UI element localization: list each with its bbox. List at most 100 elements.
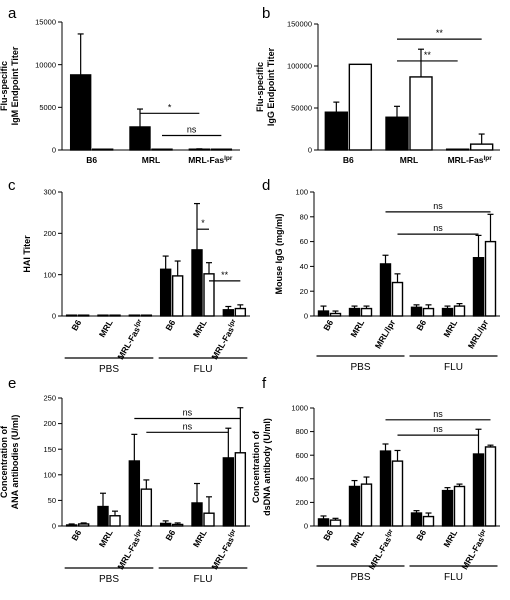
x-tick-label: MRL: [400, 155, 418, 165]
x-tick-label: B6: [69, 528, 83, 543]
y-tick-label: 80: [300, 212, 308, 221]
x-tick-label: MRL-Faslpr: [448, 155, 493, 166]
x-tick-label: MRL-Faslpr: [209, 317, 240, 361]
y-tick-label: 800: [295, 427, 308, 436]
x-tick-label-text: MRL: [97, 528, 115, 549]
y-tick-label: 20: [300, 287, 308, 296]
bar: [317, 518, 330, 527]
x-tick-label-text: MRL-Fas: [209, 325, 236, 361]
x-tick-label-text: B6: [414, 318, 428, 333]
panel-label: e: [8, 375, 16, 392]
panel-label: c: [8, 177, 16, 194]
y-tick-label: 0: [304, 522, 308, 531]
group-label: FLU: [444, 362, 463, 373]
bar: [140, 488, 153, 527]
y-tick-label: 100: [43, 470, 56, 479]
y-tick-label: 50000: [291, 104, 312, 113]
y-axis-label: Concentration of: [251, 430, 261, 503]
bar: [97, 505, 109, 527]
bar: [234, 452, 247, 527]
bar: [69, 74, 92, 151]
bar: [191, 502, 203, 527]
x-tick-label-text: B6: [321, 528, 335, 543]
x-tick-label-text: MRL: [400, 155, 418, 165]
group-label: PBS: [99, 574, 119, 585]
y-axis-label: ANA antibodies (U/ml): [10, 415, 20, 510]
x-tick-label-superscript: lpr: [477, 527, 487, 538]
significance-label: **: [436, 28, 444, 38]
significance-label: **: [221, 270, 229, 280]
significance-label: ns: [183, 421, 193, 431]
x-tick-label: MRL: [348, 318, 366, 339]
significance-label: **: [424, 50, 432, 60]
significance-label: ns: [433, 424, 443, 434]
x-tick-label: MRL-Faslpr: [188, 155, 233, 166]
group-label: PBS: [99, 364, 119, 375]
bar: [171, 275, 184, 317]
bar: [329, 312, 342, 317]
bar: [409, 76, 433, 151]
x-tick-label-superscript: lpr: [227, 527, 237, 538]
y-tick-label: 250: [43, 394, 56, 403]
bar: [453, 485, 466, 527]
x-tick-label: B6: [163, 528, 177, 543]
y-tick-label: 15000: [35, 18, 56, 27]
significance-label: *: [168, 102, 172, 112]
x-tick-label-text: MRL: [348, 318, 366, 339]
bar: [391, 460, 404, 527]
significance-label: ns: [433, 409, 443, 419]
x-tick-label: MRL/lpr: [466, 317, 491, 350]
bar: [128, 460, 141, 527]
y-tick-label: 10000: [35, 60, 56, 69]
bar: [360, 483, 373, 527]
chart-panel-d: d Mouse IgG (mg/ml) 0 20 40 60 80 100 B6 MRL MRL/l…: [262, 177, 500, 373]
x-tick-label: MRL: [191, 318, 209, 339]
x-tick-label: B6: [414, 318, 428, 333]
y-tick-label: 0: [52, 146, 56, 155]
x-tick-label-text: MRL: [191, 318, 209, 339]
y-tick-label: 100000: [287, 62, 312, 71]
bar: [422, 307, 435, 317]
y-tick-label: 0: [304, 312, 308, 321]
bar: [329, 519, 342, 527]
y-tick-label: 150000: [287, 20, 312, 29]
bar: [410, 306, 423, 317]
x-tick-label: B6: [414, 528, 428, 543]
chart-panel-a: a Flu-specific IgM Endpoint Titer 0 5000 1000…: [0, 5, 240, 165]
x-tick-label: B6: [86, 155, 97, 165]
x-tick-label-text: B6: [69, 528, 83, 543]
y-tick-label: 100: [43, 270, 56, 279]
bar: [222, 309, 235, 317]
bar: [324, 111, 349, 151]
chart-panel-b: b Flu-specific IgG Endpoint Titer 0 50000 100…: [255, 5, 500, 165]
bar: [453, 305, 466, 317]
panel-label: d: [262, 177, 270, 194]
bar: [97, 314, 109, 317]
x-tick-label: MRL: [441, 318, 459, 339]
x-tick-label-superscript: lpr: [227, 317, 237, 328]
y-tick-label: 200: [295, 498, 308, 507]
x-tick-label-text: B6: [321, 318, 335, 333]
significance-label: *: [201, 218, 205, 228]
x-tick-label: MRL: [97, 318, 115, 339]
bar: [77, 314, 90, 317]
x-tick-label: MRL: [97, 528, 115, 549]
x-tick-label-text: MRL: [441, 528, 459, 549]
bar: [203, 273, 215, 317]
x-tick-label-text: B6: [163, 318, 177, 333]
x-tick-label-superscript: lpr: [483, 155, 492, 162]
panel-label: a: [8, 5, 17, 22]
bar: [445, 148, 470, 151]
bar: [472, 257, 485, 317]
y-axis-label: dsDNA antibody (U/ml): [262, 418, 272, 516]
x-tick-label: MRL/lpr: [373, 317, 398, 350]
x-tick-label-text: MRL-Fas: [209, 535, 236, 571]
y-axis-label: Flu-specific: [255, 62, 265, 112]
x-tick-label: MRL-Faslpr: [459, 527, 490, 571]
bar: [317, 310, 330, 317]
bar: [65, 314, 78, 317]
x-tick-label: B6: [69, 318, 83, 333]
x-tick-label-text: MRL: [441, 318, 459, 339]
